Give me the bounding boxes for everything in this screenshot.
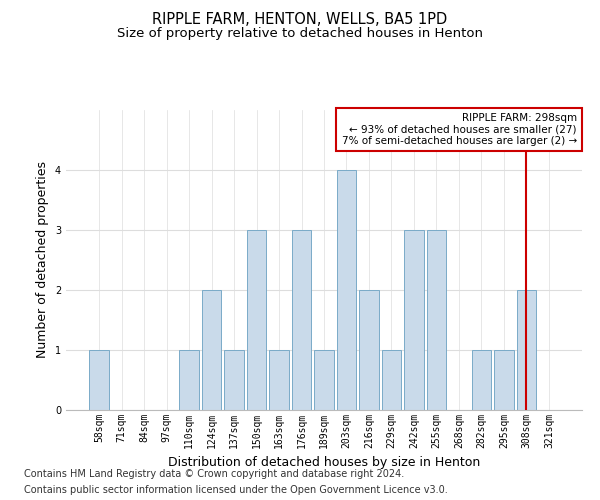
Text: RIPPLE FARM: 298sqm
← 93% of detached houses are smaller (27)
7% of semi-detache: RIPPLE FARM: 298sqm ← 93% of detached ho… — [341, 113, 577, 146]
Bar — [202, 290, 221, 410]
Bar — [337, 170, 356, 410]
Bar — [89, 350, 109, 410]
Text: RIPPLE FARM, HENTON, WELLS, BA5 1PD: RIPPLE FARM, HENTON, WELLS, BA5 1PD — [152, 12, 448, 28]
Bar — [224, 350, 244, 410]
Bar — [494, 350, 514, 410]
Bar — [359, 290, 379, 410]
Bar — [517, 290, 536, 410]
Bar — [314, 350, 334, 410]
Text: Contains HM Land Registry data © Crown copyright and database right 2024.: Contains HM Land Registry data © Crown c… — [24, 469, 404, 479]
Bar — [179, 350, 199, 410]
Bar — [292, 230, 311, 410]
Bar — [247, 230, 266, 410]
Bar — [382, 350, 401, 410]
Text: Contains public sector information licensed under the Open Government Licence v3: Contains public sector information licen… — [24, 485, 448, 495]
Bar — [427, 230, 446, 410]
X-axis label: Distribution of detached houses by size in Henton: Distribution of detached houses by size … — [168, 456, 480, 469]
Bar — [472, 350, 491, 410]
Y-axis label: Number of detached properties: Number of detached properties — [37, 162, 49, 358]
Bar — [269, 350, 289, 410]
Bar — [404, 230, 424, 410]
Text: Size of property relative to detached houses in Henton: Size of property relative to detached ho… — [117, 28, 483, 40]
